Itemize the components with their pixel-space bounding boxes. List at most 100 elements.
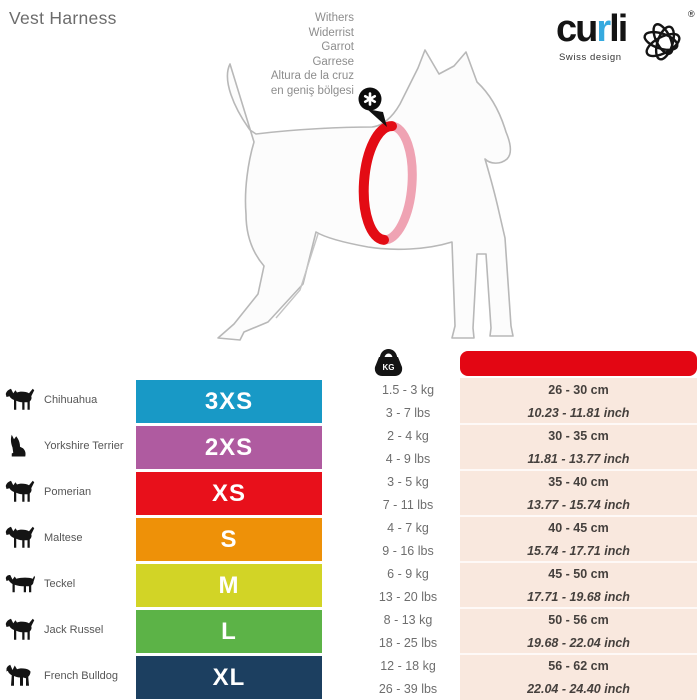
weight-cell: 8 - 13 kg 18 - 25 lbs xyxy=(356,607,460,653)
girth-inch: 11.81 - 13.77 inch xyxy=(527,452,630,466)
size-bar: 2XS xyxy=(136,426,322,469)
withers-label: Garrese xyxy=(312,55,354,68)
weight-cell: 6 - 9 kg 13 - 20 lbs xyxy=(356,561,460,607)
breed-label: Jack Russel xyxy=(44,624,104,636)
jack-russel-icon xyxy=(5,618,35,640)
girth-row-divider xyxy=(460,607,697,609)
weight-cell: 3 - 5 kg 7 - 11 lbs xyxy=(356,469,460,515)
girth-cm: 50 - 56 cm xyxy=(548,613,609,627)
girth-row-divider xyxy=(460,469,697,471)
girth-row-divider xyxy=(460,561,697,563)
girth-cell: 26 - 30 cm 10.23 - 11.81 inch xyxy=(460,377,697,423)
girth-inch: 19.68 - 22.04 inch xyxy=(527,636,630,650)
girth-cm: 26 - 30 cm xyxy=(548,383,609,397)
breed-label: Chihuahua xyxy=(44,394,98,406)
girth-inch: 15.74 - 17.71 inch xyxy=(527,544,630,558)
registered-mark: ® xyxy=(688,9,695,19)
size-row: Chihuahua 3XS 1.5 - 3 kg 3 - 7 lbs 26 - … xyxy=(0,377,700,423)
girth-row-divider xyxy=(460,515,697,517)
girth-row-divider xyxy=(460,653,697,655)
girth-cell: 35 - 40 cm 13.77 - 15.74 inch xyxy=(460,469,697,515)
size-bar: XL xyxy=(136,656,322,699)
breed-label: Pomerian xyxy=(44,486,92,498)
size-bar: XS xyxy=(136,472,322,515)
girth-row-divider xyxy=(460,423,697,425)
girth-ring xyxy=(358,121,417,245)
girth-inch: 10.23 - 11.81 inch xyxy=(527,406,630,420)
weight-kg: 12 - 18 kg xyxy=(380,659,436,673)
weight-lbs: 26 - 39 lbs xyxy=(378,682,438,696)
page-title: Vest Harness xyxy=(9,8,117,28)
yorkshire-terrier-icon xyxy=(10,434,26,457)
french-bulldog-icon xyxy=(6,664,31,686)
weight-lbs: 4 - 9 lbs xyxy=(385,452,431,466)
weight-kg: 1.5 - 3 kg xyxy=(381,383,435,397)
girth-cm: 35 - 40 cm xyxy=(548,475,609,489)
girth-cell: 50 - 56 cm 19.68 - 22.04 inch xyxy=(460,607,697,653)
withers-label: Garrot xyxy=(321,41,354,54)
girth-cm: 45 - 50 cm xyxy=(548,567,609,581)
withers-label: Altura de la cruz xyxy=(270,70,354,83)
breed-label: Yorkshire Terrier xyxy=(44,440,124,452)
size-row: Teckel M 6 - 9 kg 13 - 20 lbs 45 - 50 cm… xyxy=(0,561,700,607)
girth-cell: 30 - 35 cm 11.81 - 13.77 inch xyxy=(460,423,697,469)
size-row: French Bulldog XL 12 - 18 kg 26 - 39 lbs… xyxy=(0,653,700,699)
brand-suffix: li xyxy=(609,8,628,50)
size-bar: L xyxy=(136,610,322,653)
weight-cell: 2 - 4 kg 4 - 9 lbs xyxy=(356,423,460,469)
teckel-icon xyxy=(5,575,35,593)
flower-scribble-icon xyxy=(643,23,681,61)
weight-lbs: 13 - 20 lbs xyxy=(378,590,438,604)
size-bar: 3XS xyxy=(136,380,322,423)
girth-cell: 45 - 50 cm 17.71 - 19.68 inch xyxy=(460,561,697,607)
brand-wordmark: curli xyxy=(556,8,628,51)
weight-kg-icon: KG xyxy=(374,349,403,376)
weight-cell: 12 - 18 kg 26 - 39 lbs xyxy=(356,653,460,699)
girth-cm: 56 - 62 cm xyxy=(548,659,609,673)
girth-panel xyxy=(460,378,697,700)
weight-kg: 3 - 5 kg xyxy=(387,475,429,489)
size-bar: S xyxy=(136,518,322,561)
girth-cm: 30 - 35 cm xyxy=(548,429,609,443)
girth-header-bar xyxy=(460,351,697,376)
girth-inch: 13.77 - 15.74 inch xyxy=(527,498,630,512)
weight-lbs: 3 - 7 lbs xyxy=(385,406,431,420)
withers-label: en geniş bölgesi xyxy=(270,84,354,97)
girth-cell: 40 - 45 cm 15.74 - 17.71 inch xyxy=(460,515,697,561)
breed-label: French Bulldog xyxy=(44,670,118,682)
weight-kg: 2 - 4 kg xyxy=(387,429,429,443)
asterisk-icon xyxy=(358,87,382,111)
weight-lbs: 18 - 25 lbs xyxy=(378,636,438,650)
size-bar: M xyxy=(136,564,322,607)
brand-tagline: Swiss design xyxy=(559,52,622,63)
weight-kg: 8 - 13 kg xyxy=(383,613,433,627)
breed-label: Teckel xyxy=(44,578,76,590)
withers-label: Withers xyxy=(315,12,354,24)
brand-highlight-letter: r xyxy=(596,8,611,50)
weight-kg: 4 - 7 kg xyxy=(387,521,429,535)
breed-label: Maltese xyxy=(44,532,83,544)
pomerian-icon xyxy=(5,480,35,502)
girth-cell: 56 - 62 cm 22.04 - 24.40 inch xyxy=(460,653,697,699)
size-row: Yorkshire Terrier 2XS 2 - 4 kg 4 - 9 lbs… xyxy=(0,423,700,469)
weight-lbs: 9 - 16 lbs xyxy=(382,544,434,558)
pointer-arrow-icon xyxy=(367,109,387,127)
withers-labels: Withers Widerrist Garrot Garrese Altura … xyxy=(150,11,354,99)
girth-cm: 40 - 45 cm xyxy=(548,521,609,535)
girth-inch: 17.71 - 19.68 inch xyxy=(527,590,630,604)
girth-inch: 22.04 - 24.40 inch xyxy=(527,682,630,696)
size-row: Maltese S 4 - 7 kg 9 - 16 lbs 40 - 45 cm… xyxy=(0,515,700,561)
weight-kg: 6 - 9 kg xyxy=(387,567,429,581)
weight-cell: 1.5 - 3 kg 3 - 7 lbs xyxy=(356,377,460,423)
chihuahua-icon xyxy=(5,388,35,410)
dog-hind-leg-line xyxy=(275,233,319,319)
size-row: Pomerian XS 3 - 5 kg 7 - 11 lbs 35 - 40 … xyxy=(0,469,700,515)
weight-lbs: 7 - 11 lbs xyxy=(382,498,434,512)
svg-text:KG: KG xyxy=(383,363,395,372)
weight-cell: 4 - 7 kg 9 - 16 lbs xyxy=(356,515,460,561)
dog-diagram xyxy=(217,49,514,341)
maltese-icon xyxy=(5,526,35,548)
withers-label: Widerrist xyxy=(308,26,354,39)
size-row: Jack Russel L 8 - 13 kg 18 - 25 lbs 50 -… xyxy=(0,607,700,653)
